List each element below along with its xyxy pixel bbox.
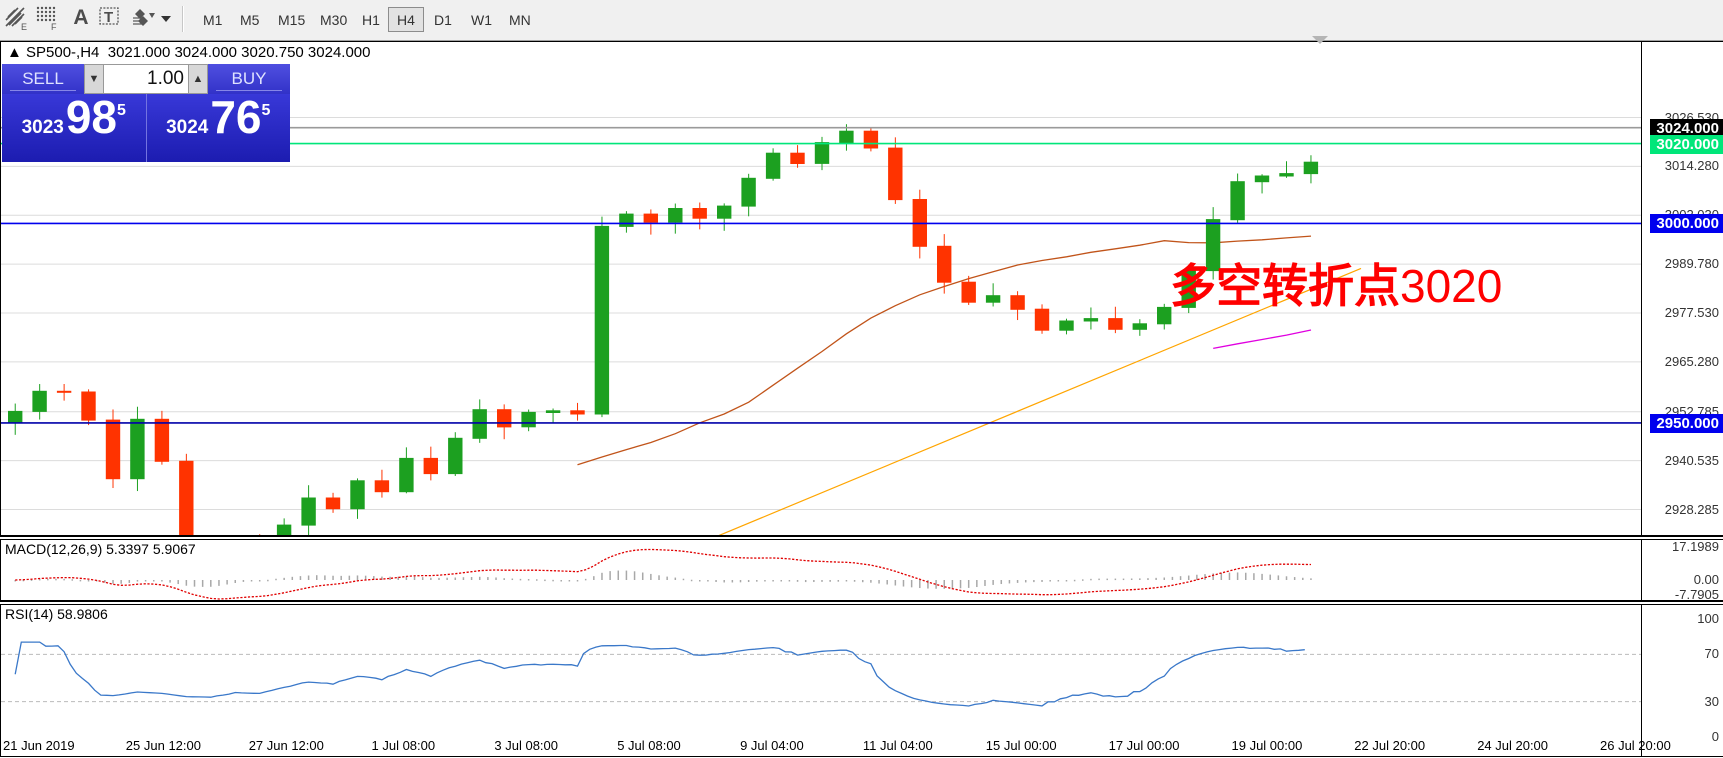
- svg-text:F: F: [51, 22, 57, 32]
- svg-text:E: E: [21, 22, 27, 32]
- svg-text:T: T: [104, 9, 113, 26]
